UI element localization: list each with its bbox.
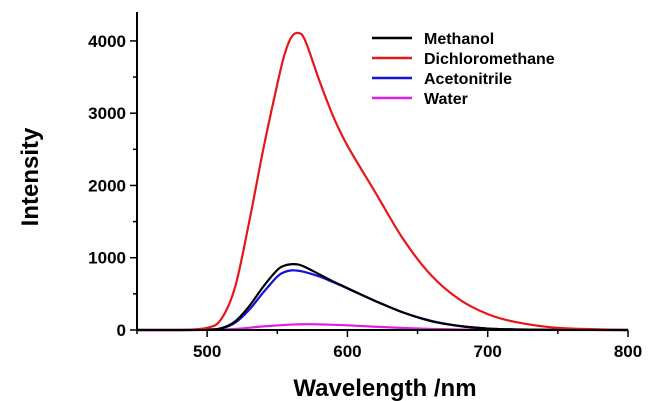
x-axis-title: Wavelength /nm bbox=[293, 375, 476, 401]
y-tick-label: 2000 bbox=[88, 176, 126, 195]
x-tick-label: 800 bbox=[614, 342, 642, 361]
legend-label-methanol: Methanol bbox=[424, 31, 494, 48]
series-line-methanol bbox=[136, 263, 629, 332]
x-tick-label: 700 bbox=[474, 342, 502, 361]
x-tick-label: 500 bbox=[193, 342, 221, 361]
y-tick-label: 3000 bbox=[88, 104, 126, 123]
series-line-acetonitrile bbox=[136, 269, 629, 332]
legend-label-acetonitrile: Acetonitrile bbox=[424, 71, 512, 88]
ticks: 500 600 700 800 0 1000 2000 3000 4000 bbox=[88, 32, 642, 361]
y-tick-label: 4000 bbox=[88, 32, 126, 51]
x-tick-label: 600 bbox=[333, 342, 361, 361]
legend-label-dichloromethane: Dichloromethane bbox=[424, 51, 555, 68]
legend: Methanol Dichloromethane Acetonitrile Water bbox=[372, 31, 555, 108]
legend-label-water: Water bbox=[424, 91, 468, 108]
y-axis-title: Intensity bbox=[17, 127, 44, 226]
y-tick-label: 1000 bbox=[88, 249, 126, 268]
axes bbox=[136, 12, 628, 331]
series-line-dichloromethane bbox=[136, 31, 629, 332]
y-tick-label: 0 bbox=[117, 321, 126, 340]
